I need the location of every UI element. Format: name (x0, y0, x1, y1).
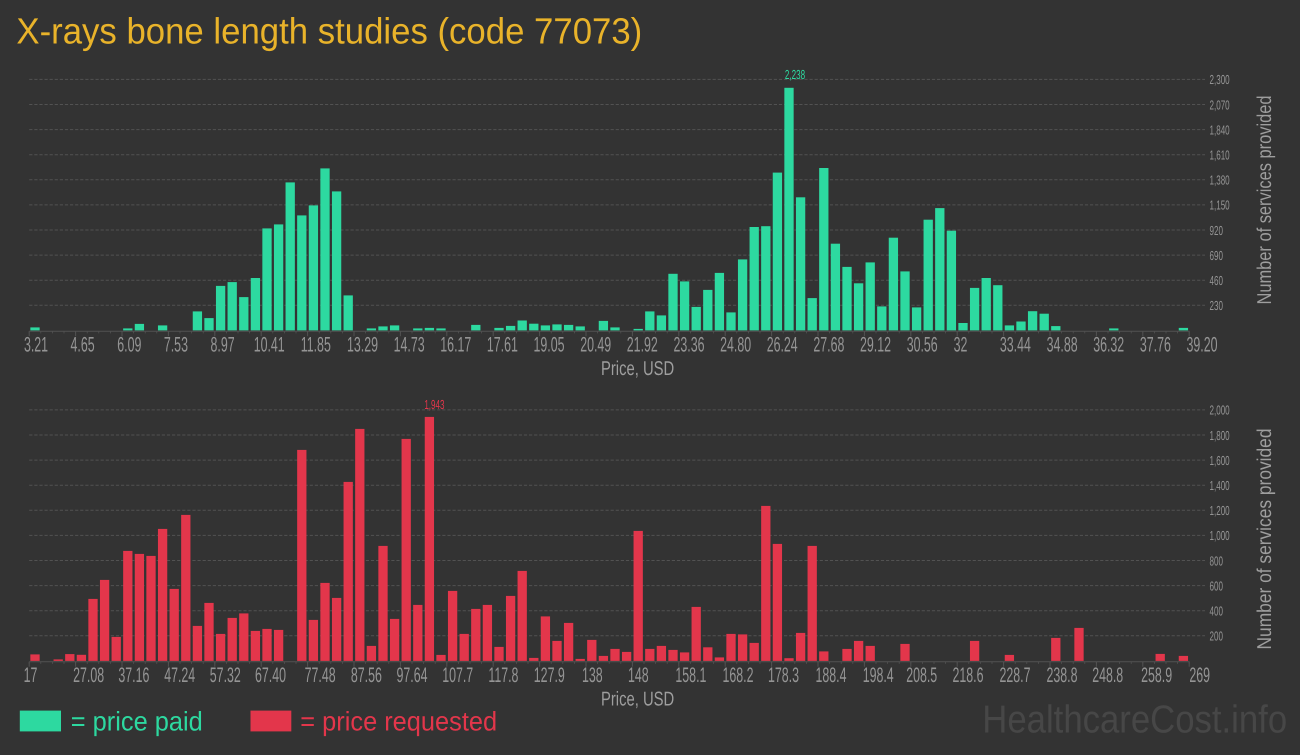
svg-text:57.32: 57.32 (210, 664, 241, 687)
svg-text:6.09: 6.09 (117, 334, 141, 357)
svg-text:2,238: 2,238 (785, 67, 805, 82)
svg-text:27.08: 27.08 (73, 664, 104, 687)
svg-text:14.73: 14.73 (394, 334, 425, 357)
svg-text:24.80: 24.80 (720, 334, 751, 357)
svg-text:1,800: 1,800 (1210, 428, 1230, 443)
svg-text:13.29: 13.29 (347, 334, 378, 357)
svg-text:460: 460 (1210, 273, 1223, 288)
svg-text:230: 230 (1210, 298, 1223, 313)
svg-text:HealthcareCost.info: HealthcareCost.info (982, 699, 1287, 742)
svg-text:23.36: 23.36 (673, 334, 704, 357)
svg-text:37.76: 37.76 (1140, 334, 1171, 357)
svg-text:87.56: 87.56 (351, 664, 382, 687)
svg-text:= price requested: = price requested (300, 707, 497, 737)
svg-text:97.64: 97.64 (396, 664, 427, 687)
svg-text:77.48: 77.48 (305, 664, 336, 687)
svg-text:11.85: 11.85 (301, 334, 331, 357)
svg-text:17: 17 (24, 664, 38, 687)
svg-text:8.97: 8.97 (211, 334, 235, 357)
svg-text:800: 800 (1210, 553, 1223, 568)
svg-text:= price paid: = price paid (71, 707, 203, 737)
svg-text:47.24: 47.24 (164, 664, 195, 687)
svg-text:16.17: 16.17 (440, 334, 471, 357)
svg-text:600: 600 (1210, 578, 1223, 593)
svg-text:2,300: 2,300 (1210, 72, 1230, 87)
svg-text:Price, USD: Price, USD (601, 689, 674, 711)
svg-text:Number of services provided: Number of services provided (1254, 429, 1276, 650)
svg-text:34.88: 34.88 (1047, 334, 1078, 357)
svg-text:168.2: 168.2 (722, 664, 753, 687)
svg-text:20.49: 20.49 (580, 334, 611, 357)
svg-text:39.20: 39.20 (1186, 334, 1217, 357)
svg-text:1,150: 1,150 (1210, 198, 1230, 213)
svg-text:258.9: 258.9 (1141, 664, 1172, 687)
svg-text:X-rays bone length studies (co: X-rays bone length studies (code 77073) (16, 11, 642, 52)
svg-text:148: 148 (628, 664, 649, 687)
svg-text:1,943: 1,943 (424, 397, 444, 412)
svg-text:33.44: 33.44 (1000, 334, 1031, 357)
svg-text:1,600: 1,600 (1210, 453, 1230, 468)
svg-text:27.68: 27.68 (813, 334, 844, 357)
svg-text:2,070: 2,070 (1210, 97, 1230, 112)
svg-text:30.56: 30.56 (907, 334, 938, 357)
svg-text:400: 400 (1210, 604, 1223, 619)
svg-text:4.65: 4.65 (71, 334, 95, 357)
svg-text:32: 32 (954, 334, 968, 357)
svg-text:2,000: 2,000 (1210, 403, 1230, 418)
svg-text:248.8: 248.8 (1092, 664, 1123, 687)
svg-text:198.4: 198.4 (863, 664, 894, 687)
svg-text:1,610: 1,610 (1210, 148, 1230, 163)
svg-text:228.7: 228.7 (999, 664, 1030, 687)
svg-text:36.32: 36.32 (1093, 334, 1124, 357)
svg-text:117.8: 117.8 (488, 664, 518, 687)
svg-text:1,840: 1,840 (1210, 122, 1230, 137)
svg-text:1,380: 1,380 (1210, 173, 1230, 188)
svg-text:1,000: 1,000 (1210, 528, 1230, 543)
svg-text:67.40: 67.40 (255, 664, 286, 687)
svg-text:238.8: 238.8 (1046, 664, 1077, 687)
svg-text:200: 200 (1210, 629, 1223, 644)
svg-text:19.05: 19.05 (533, 334, 564, 357)
svg-text:1,200: 1,200 (1210, 503, 1230, 518)
svg-text:37.16: 37.16 (118, 664, 149, 687)
svg-text:1,400: 1,400 (1210, 478, 1230, 493)
svg-text:26.24: 26.24 (767, 334, 798, 357)
svg-text:127.9: 127.9 (534, 664, 565, 687)
svg-text:208.5: 208.5 (906, 664, 937, 687)
svg-text:29.12: 29.12 (860, 334, 891, 357)
svg-text:107.7: 107.7 (442, 664, 473, 687)
svg-text:158.1: 158.1 (675, 664, 706, 687)
svg-text:269: 269 (1189, 664, 1210, 687)
svg-text:Number of services provided: Number of services provided (1254, 96, 1276, 305)
svg-text:218.6: 218.6 (952, 664, 983, 687)
svg-text:10.41: 10.41 (254, 334, 285, 357)
svg-text:Price, USD: Price, USD (601, 358, 674, 380)
svg-text:690: 690 (1210, 248, 1223, 263)
svg-text:7.53: 7.53 (164, 334, 188, 357)
svg-text:188.4: 188.4 (815, 664, 846, 687)
svg-text:138: 138 (582, 664, 603, 687)
svg-text:920: 920 (1210, 223, 1223, 238)
svg-text:21.92: 21.92 (627, 334, 658, 357)
svg-text:3.21: 3.21 (24, 334, 48, 357)
svg-text:178.3: 178.3 (768, 664, 799, 687)
svg-text:17.61: 17.61 (487, 334, 518, 357)
